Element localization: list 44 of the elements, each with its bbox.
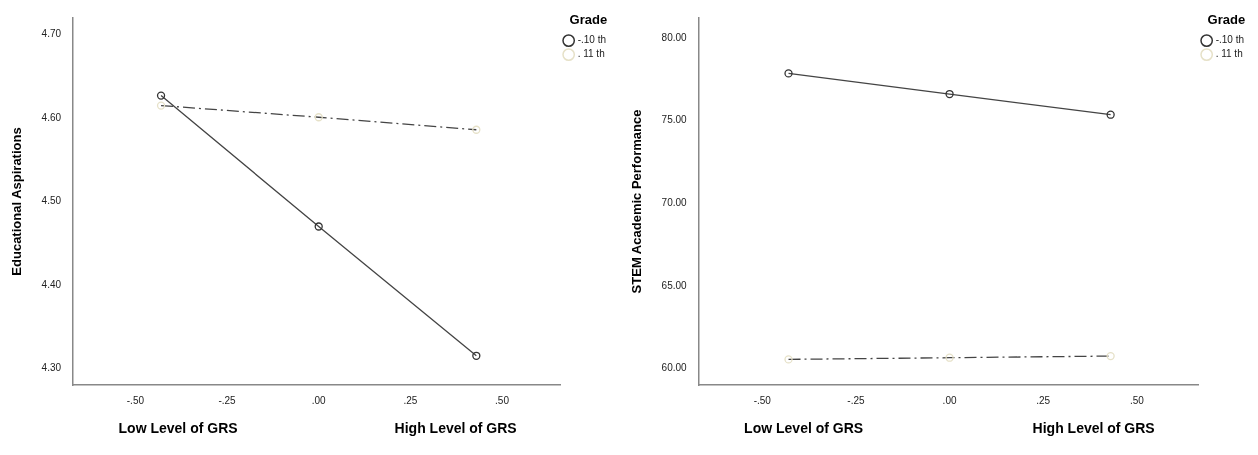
y-tick-label: 4.40 xyxy=(41,278,62,290)
y-tick-label: 4.30 xyxy=(41,362,62,374)
x-tick-label: .50 xyxy=(495,394,510,406)
point xyxy=(472,351,481,360)
point xyxy=(784,69,793,78)
x-tick-label: -.25 xyxy=(218,394,237,406)
y-tick-label: 4.50 xyxy=(41,195,62,207)
x-tick-label: .50 xyxy=(1129,394,1145,406)
y-tick-label: 60.00 xyxy=(661,362,688,374)
y-tick-label: 75.00 xyxy=(661,114,688,126)
x-tick-label: .25 xyxy=(403,394,418,406)
y-tick-label: 4.60 xyxy=(41,111,62,123)
point xyxy=(472,125,481,134)
legend-title: Grade xyxy=(569,12,608,28)
legend-title: Grade xyxy=(1207,12,1246,28)
y-tick-label: 70.00 xyxy=(661,196,688,208)
point xyxy=(1106,110,1115,119)
x-tick-label: .00 xyxy=(311,394,327,406)
x-tick-label: .00 xyxy=(942,394,957,406)
point xyxy=(314,113,323,122)
legend-label: . 11 th xyxy=(1215,48,1243,60)
x-tick-label: -.50 xyxy=(753,394,772,406)
point xyxy=(314,222,323,231)
legend-label: . 11 th xyxy=(577,48,605,60)
y-tick-label: 80.00 xyxy=(661,31,688,43)
text: High Level of GRS xyxy=(1032,419,1155,436)
legend-label: -.10 th xyxy=(1215,34,1245,46)
point xyxy=(784,355,793,364)
text: Low Level of GRS xyxy=(118,419,238,436)
x-tick-label: .25 xyxy=(1036,394,1051,406)
y-tick-label: 4.70 xyxy=(41,28,62,40)
point xyxy=(945,353,954,362)
point xyxy=(156,91,166,100)
y-axis-title: Educational Aspirations xyxy=(9,127,25,276)
y-tick-label: 65.00 xyxy=(661,279,688,291)
y-axis-title: STEM Academic Performance xyxy=(629,109,645,294)
text: High Level of GRS xyxy=(394,419,517,436)
point xyxy=(1106,351,1115,361)
point xyxy=(156,101,166,110)
point xyxy=(945,89,954,99)
legend-label: -.10 th xyxy=(577,34,607,46)
text: Low Level of GRS xyxy=(744,419,864,436)
x-tick-label: -.25 xyxy=(847,394,865,406)
x-tick-label: -.50 xyxy=(126,394,145,406)
